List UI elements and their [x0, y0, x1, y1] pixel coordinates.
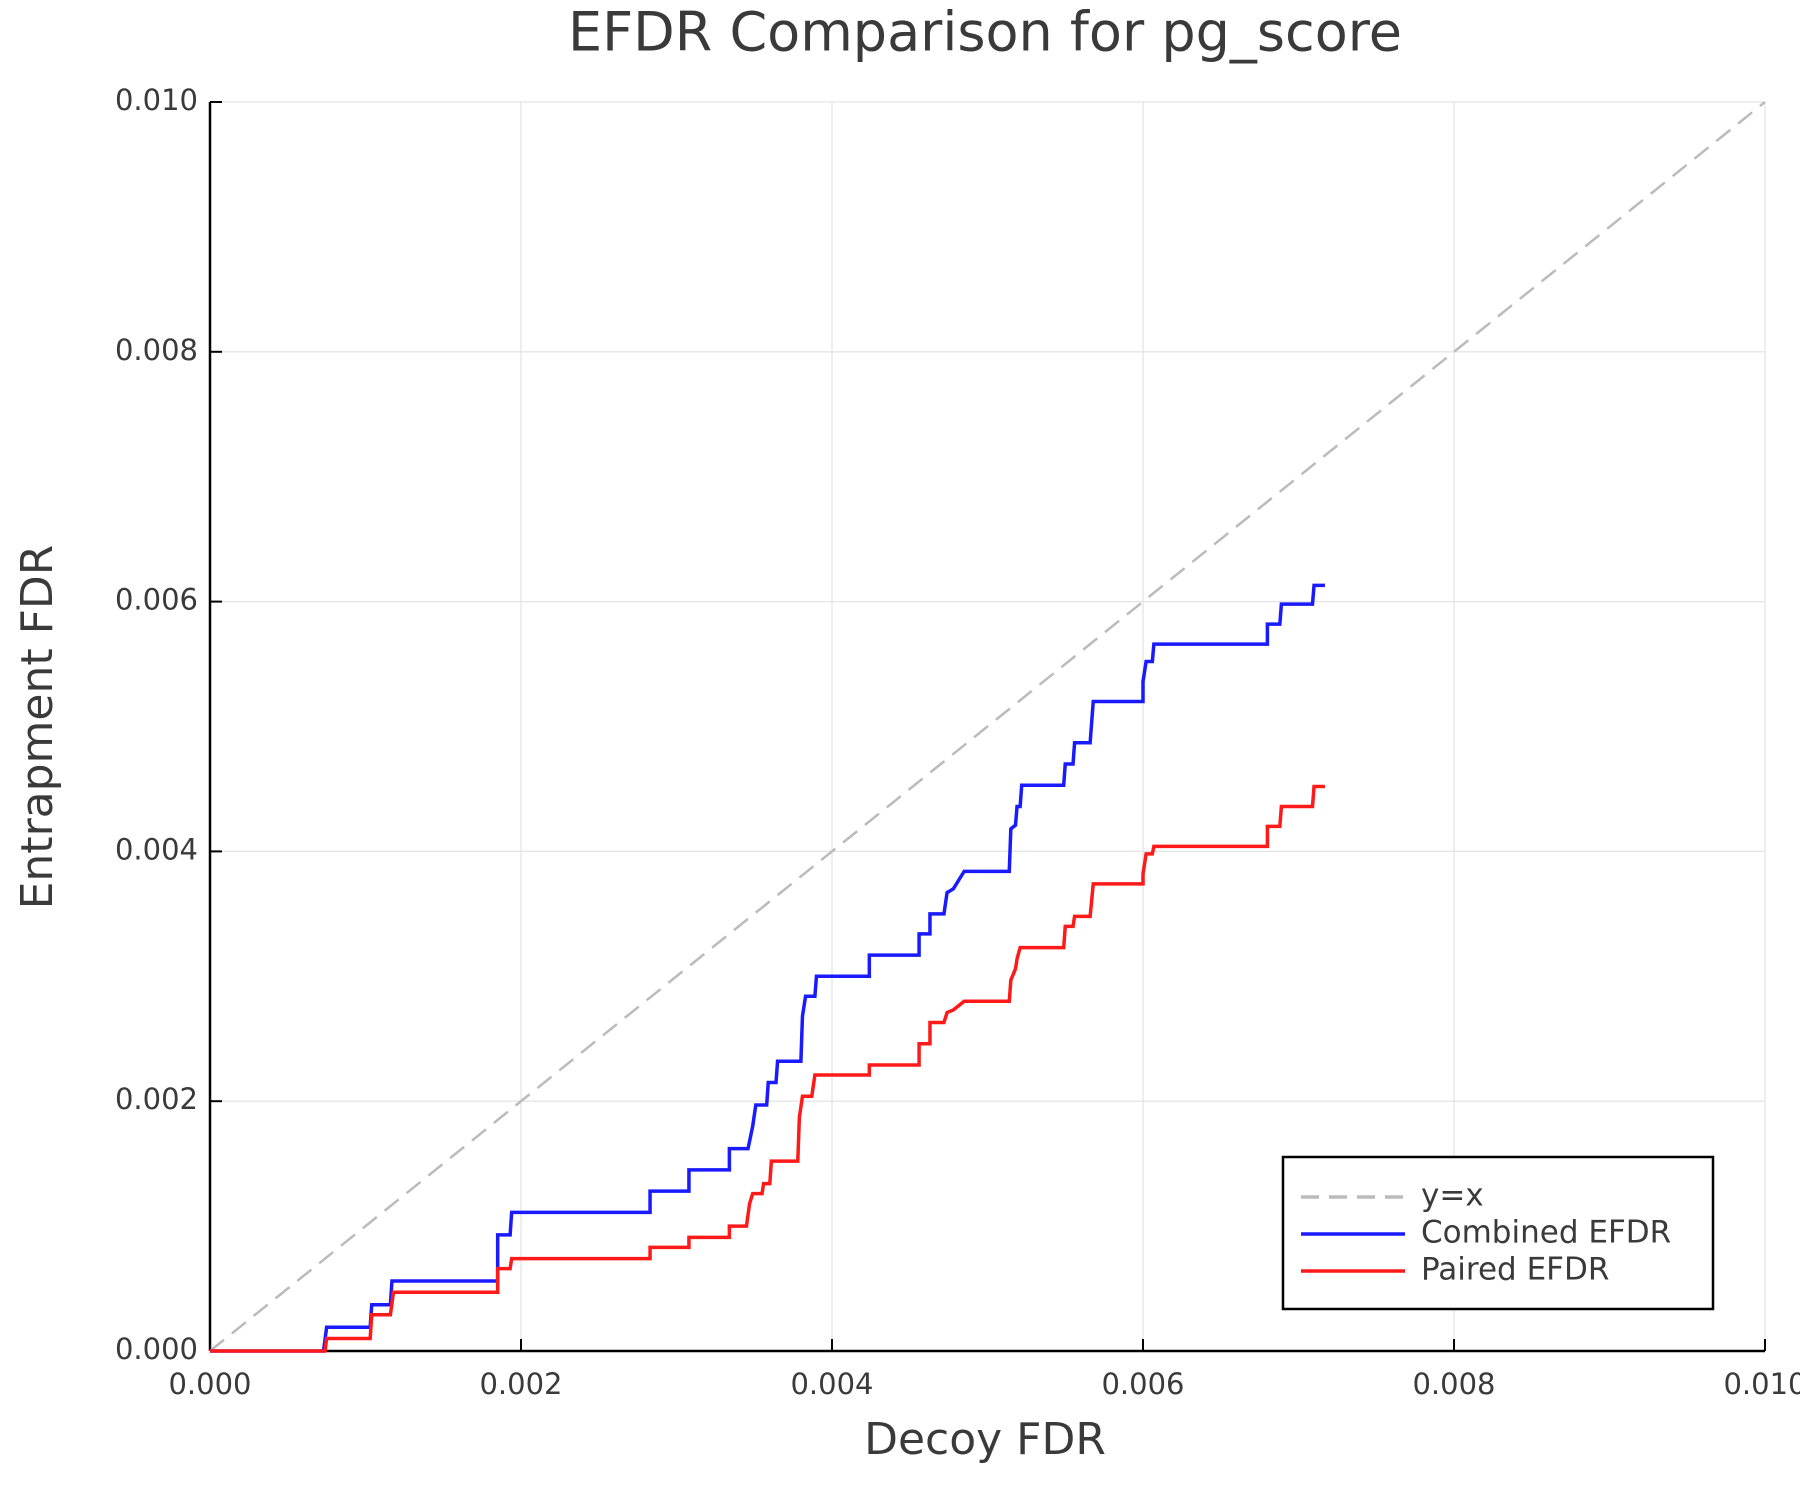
x-tick-label: 0.006: [1101, 1367, 1184, 1401]
y-tick-label: 0.000: [115, 1332, 198, 1366]
x-axis-label: Decoy FDR: [864, 1414, 1106, 1465]
legend-label: Combined EFDR: [1421, 1215, 1671, 1251]
x-tick-label: 0.002: [479, 1367, 562, 1401]
y-tick-label: 0.002: [115, 1082, 198, 1116]
x-tick-label: 0.004: [790, 1367, 873, 1401]
y-tick-label: 0.006: [115, 583, 198, 617]
series-line: [209, 101, 1766, 1352]
y-tick-label: 0.010: [115, 83, 198, 117]
x-tick-label: 0.008: [1412, 1367, 1495, 1401]
series-line: [210, 583, 1325, 1353]
y-tick-label: 0.004: [115, 832, 198, 866]
x-tick-label: 0.000: [168, 1367, 251, 1401]
series-line: [210, 784, 1325, 1353]
y-axis-label: Entrapment FDR: [12, 545, 63, 910]
x-tick-label: 0.010: [1723, 1367, 1800, 1401]
legend-label: Paired EFDR: [1421, 1252, 1609, 1288]
y-tick-label: 0.008: [115, 333, 198, 367]
chart-title: EFDR Comparison for pg_score: [568, 1, 1402, 64]
legend-label: y=x: [1421, 1178, 1484, 1214]
